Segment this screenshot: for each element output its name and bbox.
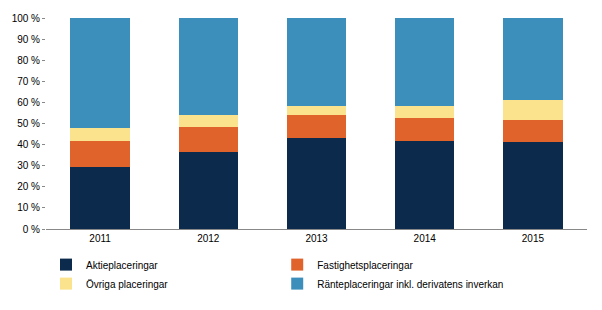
svg-text:Aktieplaceringar: Aktieplaceringar — [86, 260, 158, 271]
svg-text:Fastighetsplaceringar: Fastighetsplaceringar — [317, 260, 413, 271]
svg-text:2013: 2013 — [305, 233, 328, 244]
svg-text:20 %: 20 % — [17, 181, 40, 192]
svg-text:40 %: 40 % — [17, 139, 40, 150]
svg-text:2011: 2011 — [89, 233, 111, 244]
svg-text:60 %: 60 % — [17, 97, 40, 108]
svg-text:Övriga placeringar: Övriga placeringar — [86, 279, 168, 290]
svg-text:70 %: 70 % — [17, 76, 40, 87]
svg-text:2015: 2015 — [522, 233, 545, 244]
svg-text:0 %: 0 % — [23, 224, 40, 235]
svg-text:80 %: 80 % — [17, 55, 40, 66]
svg-text:10 %: 10 % — [17, 202, 40, 213]
svg-text:2014: 2014 — [414, 233, 437, 244]
svg-text:30 %: 30 % — [17, 160, 40, 171]
svg-text:Ränteplaceringar inkl. derivat: Ränteplaceringar inkl. derivatens inverk… — [317, 279, 503, 290]
svg-text:100 %: 100 % — [12, 13, 40, 24]
svg-text:50 %: 50 % — [17, 118, 40, 129]
svg-text:2012: 2012 — [197, 233, 220, 244]
svg-text:90 %: 90 % — [17, 34, 40, 45]
